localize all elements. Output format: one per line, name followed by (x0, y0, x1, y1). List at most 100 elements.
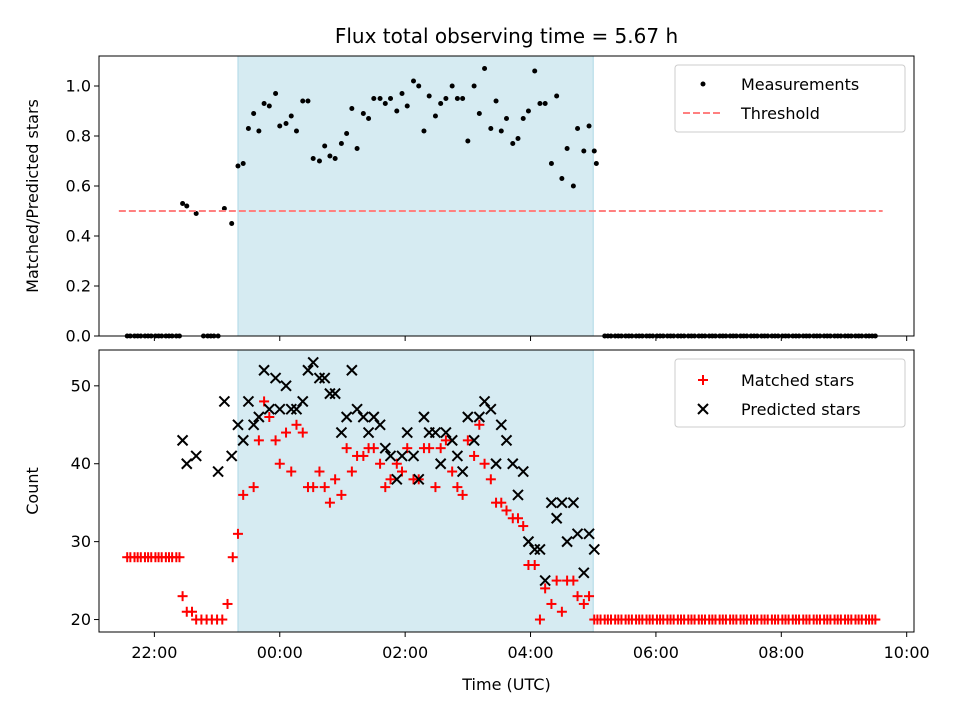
matched-star-point (518, 521, 529, 532)
measurement-point (184, 203, 190, 209)
matched-star-point (496, 497, 507, 508)
measurement-point (586, 123, 592, 129)
measurement-point (581, 148, 587, 154)
measurement-point (482, 66, 488, 71)
measurement-point (520, 116, 526, 121)
measurement-point (322, 143, 328, 149)
matched-star-point (286, 466, 297, 477)
ratio-panel: 0.0 0.2 0.4 0.6 0.8 1.0 Matched/Predicted sta… (23, 55, 915, 346)
predicted-star-point (374, 419, 386, 431)
predicted-star-point (396, 450, 408, 462)
measurement-point (382, 101, 388, 106)
measurement-point (575, 126, 581, 131)
x-tick-label: 08:00 (758, 643, 804, 662)
matched-star-point (177, 591, 188, 602)
predicted-star-point (500, 434, 513, 447)
matched-star-point (870, 614, 881, 625)
predicted-star-point (351, 403, 363, 415)
predicted-star-point (583, 528, 595, 540)
chart-title: Flux total observing time = 5.67 h (335, 24, 678, 48)
y-tick-label: 0.4 (66, 227, 91, 246)
predicted-star-point (517, 465, 529, 478)
predicted-star-point (495, 419, 507, 431)
predicted-star-point (490, 458, 502, 470)
measurement-point (593, 161, 599, 166)
measurement-point (488, 126, 494, 131)
x-tick-label: 04:00 (507, 643, 553, 662)
measurement-point (465, 138, 471, 144)
matched-star-point (314, 466, 325, 477)
observing-window-shade (237, 55, 594, 337)
count-marks (122, 356, 881, 625)
predicted-star-point (335, 426, 348, 439)
measurement-point (251, 111, 257, 116)
predicted-star-point (446, 434, 458, 447)
matched-star-point (186, 606, 197, 617)
count-panel: 20 30 40 50 22:00 00:00 02:00 04:00 06:00 08:00 10… (23, 349, 930, 694)
predicted-star-point (451, 450, 464, 462)
predicted-star-point (539, 574, 551, 587)
measurement-point (277, 123, 283, 129)
y-tick-label: 0.2 (66, 277, 91, 296)
matched-star-point (430, 482, 441, 493)
predicted-star-point (462, 411, 474, 423)
count-plot-frame (98, 349, 915, 633)
ratio-plot-frame (98, 55, 915, 337)
measurement-point (229, 221, 235, 226)
measurement-point (426, 93, 432, 99)
ratio-legend-box (674, 64, 906, 133)
matched-star-point (253, 435, 264, 446)
predicted-star-point (176, 434, 189, 447)
matched-star-point (281, 427, 292, 438)
measurement-point (570, 183, 576, 189)
ratio-legend: Measurements Threshold (674, 64, 906, 133)
matched-star-point (447, 466, 458, 477)
measurement-point (366, 116, 372, 121)
predicted-star-point (274, 403, 286, 415)
measurement-point (515, 136, 521, 141)
predicted-star-point (190, 450, 202, 462)
predicted-star-point (225, 450, 238, 462)
predicted-star-point (456, 465, 469, 478)
predicted-star-point (507, 458, 519, 470)
predicted-star-point (401, 426, 413, 439)
x-tick-label: 22:00 (131, 643, 177, 662)
measurement-point (460, 96, 466, 101)
ratio-y-axis-label: Matched/Predicted stars (23, 99, 42, 293)
predicted-star-point (218, 395, 231, 408)
y-tick-label: 30 (71, 532, 91, 551)
matched-star-point (358, 450, 369, 461)
matched-star-point (238, 489, 249, 500)
predicted-star-point (285, 403, 297, 415)
predicted-star-point (468, 434, 480, 447)
predicted-star-point (247, 419, 260, 431)
predicted-star-point (561, 535, 573, 548)
measurement-point (305, 98, 311, 104)
matched-star-point (540, 583, 551, 594)
measurement-point (416, 83, 422, 89)
predicted-star-point (478, 395, 491, 408)
matched-star-point (375, 458, 386, 469)
measurement-point (399, 91, 405, 96)
legend-label-threshold: Threshold (740, 104, 820, 123)
matched-star-point (380, 482, 391, 493)
predicted-star-point (237, 434, 249, 447)
predicted-star-point (588, 543, 600, 556)
count-y-axis-label: Count (23, 467, 42, 515)
matched-star-point (232, 528, 243, 539)
predicted-star-point (368, 411, 380, 423)
x-tick-label: 02:00 (382, 643, 428, 662)
measurement-point (344, 131, 350, 136)
measurement-point (564, 146, 570, 151)
measurement-point (310, 156, 316, 161)
matched-star-point (551, 575, 562, 586)
measurement-point (471, 83, 477, 89)
predicted-star-point (329, 387, 341, 400)
predicted-star-point (391, 473, 403, 486)
measurement-point (421, 128, 427, 134)
legend-label-predicted: Predicted stars (741, 400, 861, 419)
y-tick-label: 0.0 (66, 327, 91, 346)
matched-star-point (584, 591, 595, 602)
y-tick-label: 1.0 (66, 77, 91, 96)
matched-star-point (291, 419, 302, 430)
